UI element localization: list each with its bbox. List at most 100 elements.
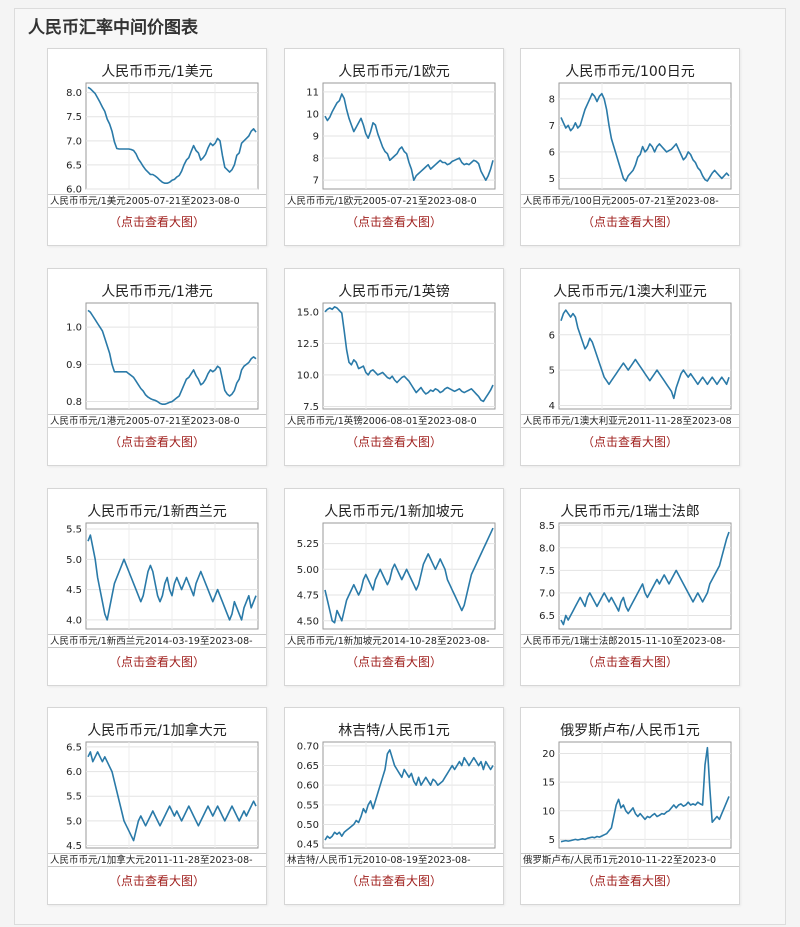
y-tick-label: 10.0: [297, 370, 319, 381]
view-large-chart-link[interactable]: （点击查看大图）: [108, 215, 205, 229]
y-tick-label: 6.5: [539, 611, 555, 622]
y-tick-label: 8.0: [539, 543, 555, 554]
view-large-chart-link[interactable]: （点击查看大图）: [345, 435, 442, 449]
view-large-chart-link[interactable]: （点击查看大图）: [345, 874, 442, 888]
y-tick-label: 6.5: [66, 742, 82, 753]
chart-plot[interactable]: 5.25 5.00 4.75 4.50: [285, 489, 505, 634]
y-tick-label: 6.0: [66, 185, 82, 195]
y-tick-label: 0.9: [66, 360, 82, 371]
chart-plot[interactable]: 20 15 10 5: [521, 708, 741, 853]
chart-title: 林吉特/人民币1元: [338, 723, 450, 739]
chart-plot[interactable]: 0.70 0.65 0.60 0.55 0.50 0.45: [285, 708, 505, 853]
y-tick-label: 8.0: [66, 88, 82, 99]
y-tick-label: 5.0: [66, 816, 82, 827]
chart-card: 人民币币元/1加拿大元 6.5 6.0 5.5 5.0 4.5 人民币币元/1加拿大元201…: [47, 707, 267, 905]
y-tick-label: 6: [549, 330, 555, 341]
chart-plot[interactable]: 6.5 6.0 5.5 5.0 4.5: [48, 708, 268, 853]
chart-caption: 林吉特/人民币1元2010-08-19至2023-08-: [285, 853, 503, 867]
chart-title: 人民币币元/1澳大利亚元: [553, 284, 707, 300]
y-tick-label: 15.0: [297, 307, 319, 318]
series-line: [560, 309, 730, 400]
y-tick-label: 6.0: [66, 767, 82, 778]
chart-plot[interactable]: 5.5 5.0 4.5 4.0: [48, 489, 268, 634]
chart-plot[interactable]: 8.5 8.0 7.5 7.0 6.5: [521, 489, 741, 634]
chart-card: 人民币币元/100日元 8 7 6 5 人民币币元/100日元2005-07-21至202…: [520, 48, 740, 246]
chart-plot[interactable]: 8 7 6 5: [521, 49, 741, 194]
series-line: [324, 305, 494, 403]
y-tick-label: 8.5: [539, 521, 555, 532]
chart-card: 俄罗斯卢布/人民币1元 20 15 10 5 俄罗斯卢布/人民币1元2010-11-22至…: [520, 707, 740, 905]
y-tick-label: 7.0: [539, 588, 555, 599]
chart-caption: 俄罗斯卢布/人民币1元2010-11-22至2023-0: [521, 853, 739, 867]
series-line: [87, 534, 257, 621]
y-tick-label: 7.5: [303, 402, 319, 413]
chart-card: 人民币币元/1澳大利亚元 6 5 4 人民币币元/1澳大利亚元2011-11-28至20…: [520, 268, 740, 466]
y-tick-label: 7.5: [539, 566, 555, 577]
view-large-chart-link[interactable]: （点击查看大图）: [108, 435, 205, 449]
y-tick-label: 0.70: [297, 741, 319, 752]
chart-caption: 人民币币元/1澳大利亚元2011-11-28至2023-08: [521, 414, 739, 428]
y-tick-label: 7.0: [66, 136, 82, 147]
chart-caption: 人民币币元/1美元2005-07-21至2023-08-0: [48, 194, 266, 208]
series-line: [324, 749, 494, 841]
y-tick-label: 0.50: [297, 820, 319, 831]
y-tick-label: 4.0: [66, 615, 82, 626]
chart-title: 人民币币元/1欧元: [338, 64, 450, 80]
chart-plot[interactable]: 6 5 4: [521, 269, 741, 414]
page-title: 人民币汇率中间价图表: [28, 18, 198, 38]
chart-title: 人民币币元/1新西兰元: [87, 504, 227, 520]
y-tick-label: 7: [549, 121, 555, 132]
view-large-chart-link[interactable]: （点击查看大图）: [581, 215, 678, 229]
view-large-chart-link[interactable]: （点击查看大图）: [581, 874, 678, 888]
chart-title: 人民币币元/1港元: [101, 284, 213, 300]
chart-card: 人民币币元/1港元 1.0 0.9 0.8 人民币币元/1港元2005-07-21至20…: [47, 268, 267, 466]
series-line: [560, 92, 730, 182]
y-tick-label: 10: [542, 806, 555, 817]
chart-title: 人民币币元/1美元: [101, 64, 213, 80]
chart-card: 人民币币元/1瑞士法郎 8.5 8.0 7.5 7.0 6.5 人民币币元/1瑞士法郎201…: [520, 488, 740, 686]
y-tick-label: 4: [549, 401, 555, 412]
chart-card: 人民币币元/1欧元 11 10 9 8 7 人民币币元/1欧元2005-07-21至2023…: [284, 48, 504, 246]
y-tick-label: 7: [313, 176, 319, 187]
series-line: [87, 751, 257, 842]
y-tick-label: 4.5: [66, 841, 82, 852]
view-large-chart-link[interactable]: （点击查看大图）: [581, 655, 678, 669]
chart-title: 人民币币元/1新加坡元: [324, 504, 464, 520]
y-tick-label: 8: [313, 154, 319, 165]
chart-title: 俄罗斯卢布/人民币1元: [560, 723, 700, 739]
y-tick-label: 4.5: [66, 585, 82, 596]
chart-card: 林吉特/人民币1元 0.70 0.65 0.60 0.55 0.50 0.45 林吉特/人民币…: [284, 707, 504, 905]
y-tick-label: 12.5: [297, 339, 319, 350]
chart-plot[interactable]: 15.0 12.5 10.0 7.5: [285, 269, 505, 414]
y-tick-label: 8: [549, 94, 555, 105]
chart-title: 人民币币元/1加拿大元: [87, 723, 227, 739]
y-tick-label: 7.5: [66, 112, 82, 123]
chart-caption: 人民币币元/1加拿大元2011-11-28至2023-08-: [48, 853, 266, 867]
y-tick-label: 5.25: [297, 539, 319, 550]
y-tick-label: 11: [306, 87, 319, 98]
y-tick-label: 5.00: [297, 565, 319, 576]
chart-plot[interactable]: 11 10 9 8 7: [285, 49, 505, 194]
view-large-chart-link[interactable]: （点击查看大图）: [581, 435, 678, 449]
view-large-chart-link[interactable]: （点击查看大图）: [108, 874, 205, 888]
chart-title: 人民币币元/1英镑: [338, 284, 450, 300]
y-tick-label: 6.5: [66, 160, 82, 171]
y-tick-label: 20: [542, 749, 555, 760]
y-tick-label: 0.55: [297, 800, 319, 811]
y-tick-label: 5.0: [66, 555, 82, 566]
chart-caption: 人民币币元/1新加坡元2014-10-28至2023-08-: [285, 634, 503, 648]
series-line: [324, 527, 494, 624]
view-large-chart-link[interactable]: （点击查看大图）: [345, 655, 442, 669]
y-tick-label: 15: [542, 778, 555, 789]
chart-plot[interactable]: 1.0 0.9 0.8: [48, 269, 268, 414]
view-large-chart-link[interactable]: （点击查看大图）: [108, 655, 205, 669]
chart-plot[interactable]: 8.0 7.5 7.0 6.5 6.0: [48, 49, 268, 194]
chart-caption: 人民币币元/1瑞士法郎2015-11-10至2023-08-: [521, 634, 739, 648]
series-line: [87, 309, 257, 405]
y-tick-label: 5.5: [66, 525, 82, 536]
y-tick-label: 5: [549, 366, 555, 377]
series-line: [560, 531, 730, 626]
series-line: [560, 746, 730, 843]
chart-caption: 人民币币元/1港元2005-07-21至2023-08-0: [48, 414, 266, 428]
view-large-chart-link[interactable]: （点击查看大图）: [345, 215, 442, 229]
